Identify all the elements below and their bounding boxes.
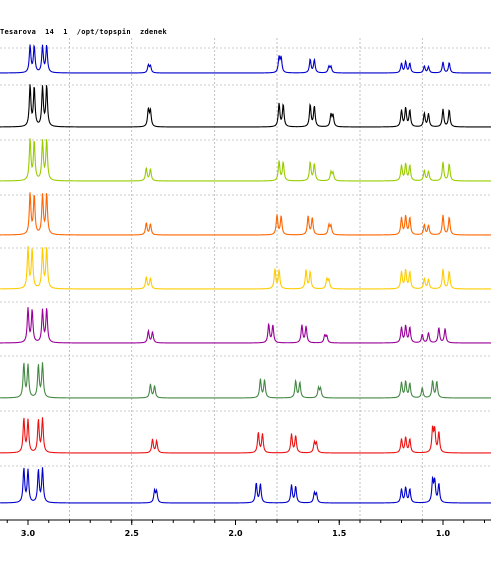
x-axis: 3.0 2.5 2.0 1.5 1.0 — [0, 519, 491, 538]
x-tick-label: 2.0 — [228, 529, 243, 538]
spectrum-trace-1 — [0, 44, 491, 74]
spectrum-trace-6 — [0, 307, 491, 344]
spectrum-trace-8 — [0, 417, 491, 454]
spectrum-trace-3 — [0, 138, 491, 182]
spectrum-trace-5 — [0, 246, 491, 290]
spectrum-trace-4 — [0, 192, 491, 236]
spectrum-trace-9 — [0, 467, 491, 504]
x-tick-label: 3.0 — [21, 529, 36, 538]
x-tick-label: 1.0 — [436, 529, 451, 538]
spectrum-header: Tesarova 14 1 /opt/topspin zdenek — [0, 28, 168, 36]
x-tick-label: 2.5 — [125, 529, 140, 538]
series-layer — [0, 44, 491, 504]
spectrum-trace-7 — [0, 362, 491, 399]
grid-layer — [0, 38, 491, 520]
spectrum-trace-2 — [0, 84, 491, 128]
x-tick-label: 1.5 — [332, 529, 347, 538]
